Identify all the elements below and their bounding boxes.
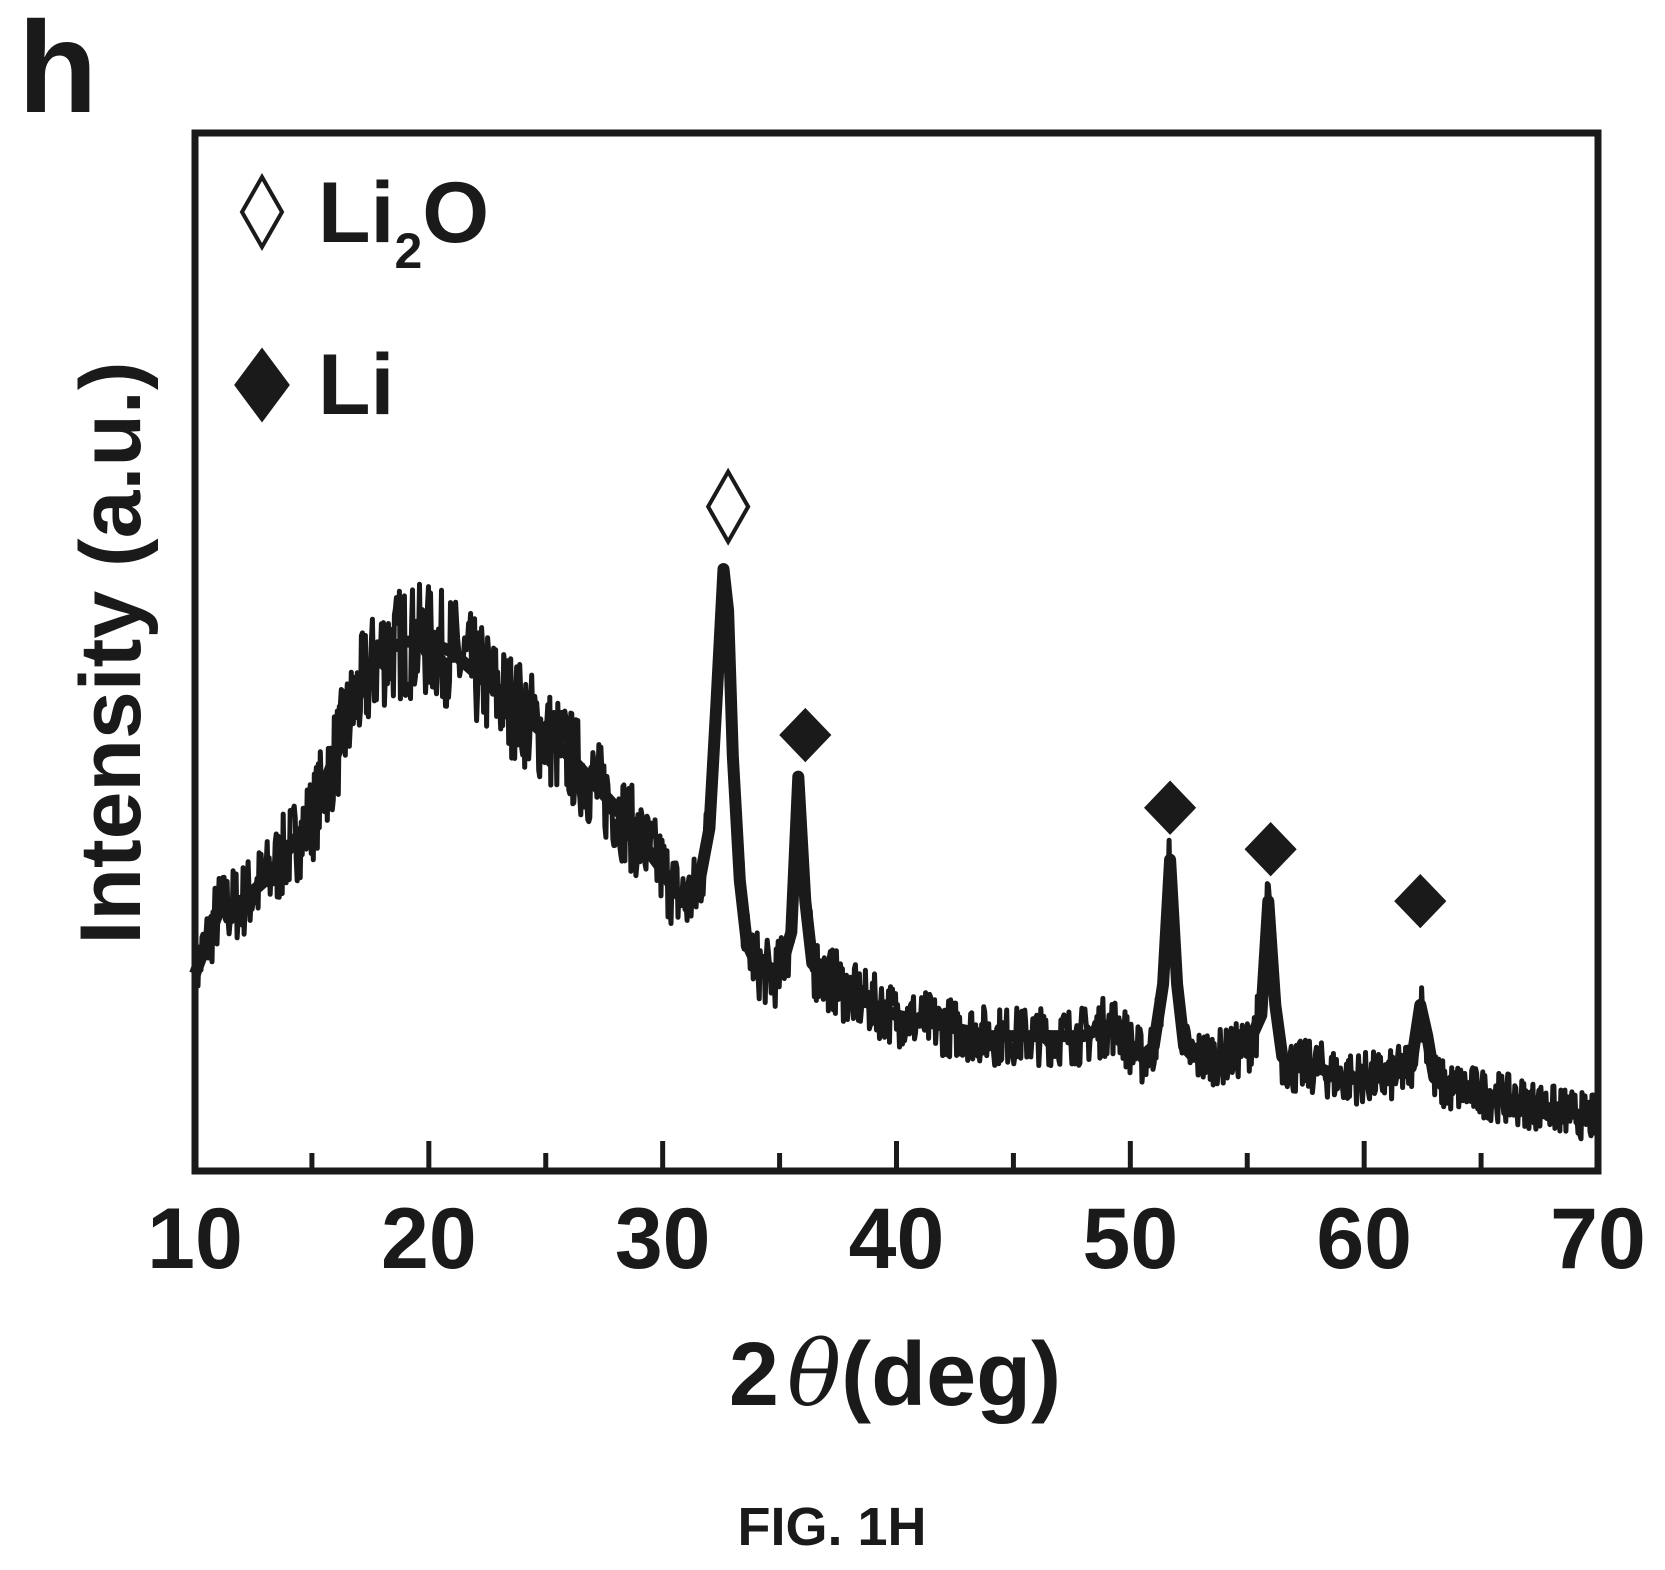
- legend-entry-li: Li: [234, 337, 394, 433]
- x-tick-label: 10: [147, 1191, 243, 1287]
- x-tick-label: 40: [849, 1191, 945, 1287]
- x-tick-label: 70: [1550, 1191, 1646, 1287]
- legend: Li2O Li: [234, 165, 489, 433]
- legend-label-li: Li: [318, 337, 394, 433]
- li-peak-marker: [779, 707, 832, 763]
- figure-caption: FIG. 1H: [737, 1497, 926, 1557]
- series-layer: [189, 563, 1601, 1142]
- filled-diamond-icon: [234, 347, 290, 423]
- series-envelope: [189, 563, 1600, 1125]
- minor-ticks: [309, 1153, 1484, 1171]
- li-peak-marker: [1144, 780, 1197, 835]
- li-peak-marker: [1394, 873, 1447, 929]
- x-tick-labels: 10 20 30 40 50 60 70: [147, 1191, 1646, 1287]
- y-axis-label: Intensity (a.u.): [63, 362, 159, 945]
- x-tick-label: 30: [615, 1191, 711, 1287]
- legend-label-li2o: Li2O: [318, 165, 489, 279]
- legend-li2o-subscript: 2: [394, 223, 422, 279]
- peak-markers: [705, 467, 1447, 929]
- x-tick-label: 20: [381, 1191, 477, 1287]
- x-axis-label-suffix: (deg): [841, 1325, 1061, 1425]
- legend-li-base: Li: [318, 337, 394, 433]
- x-axis-label-prefix: 2: [729, 1325, 779, 1425]
- li-peak-marker: [1244, 822, 1297, 877]
- major-ticks: [192, 1141, 1601, 1171]
- legend-li2o-tail: O: [422, 165, 489, 261]
- series-line: [192, 570, 1601, 1142]
- legend-entry-li2o: Li2O: [239, 165, 489, 279]
- x-axis-label: 2θ(deg): [729, 1322, 1061, 1427]
- panel-label: h: [18, 0, 97, 140]
- open-diamond-icon: [239, 172, 285, 252]
- x-axis-label-symbol: θ: [787, 1322, 841, 1427]
- x-tick-label: 50: [1082, 1191, 1178, 1287]
- legend-li2o-base: Li: [318, 165, 394, 261]
- x-tick-label: 60: [1316, 1191, 1412, 1287]
- li2o-peak-marker: [705, 467, 751, 546]
